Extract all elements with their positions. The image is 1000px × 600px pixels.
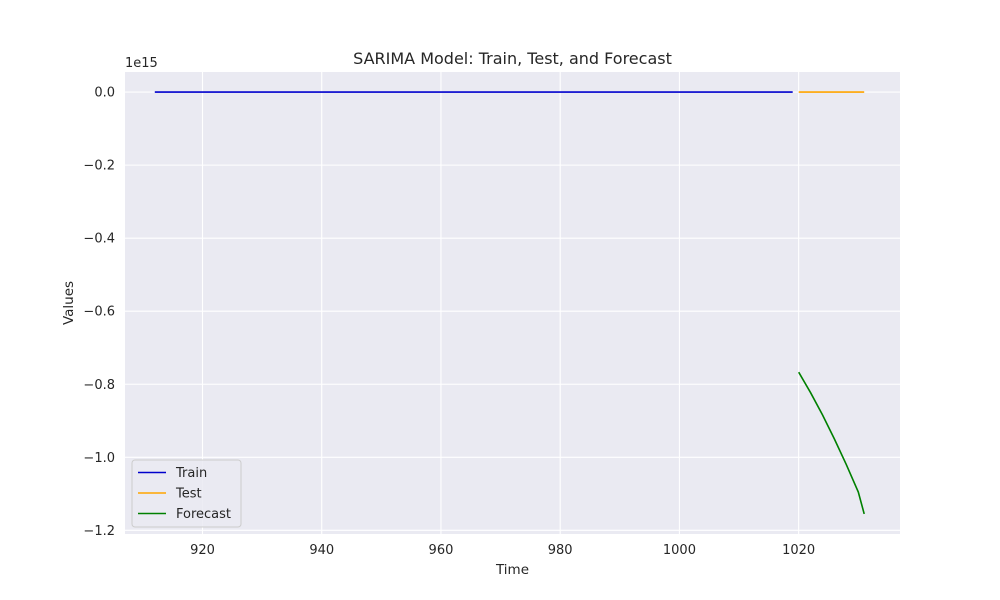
- y-tick-label: −1.0: [83, 451, 115, 466]
- x-axis-label: Time: [495, 562, 529, 578]
- x-tick-label: 1020: [782, 543, 815, 558]
- series-group: [154, 91, 865, 515]
- x-tick-label: 960: [429, 543, 454, 558]
- y-axis-label: Values: [61, 281, 77, 325]
- y-tick-label: 0.0: [94, 86, 115, 101]
- x-tick-label: 980: [548, 543, 573, 558]
- x-tick-label: 920: [190, 543, 215, 558]
- y-tick-label: −0.8: [83, 378, 115, 393]
- x-tick-label: 940: [309, 543, 334, 558]
- y-tick-label: −1.2: [83, 524, 115, 539]
- y-offset-label: 1e15: [125, 56, 158, 71]
- legend-label-test: Test: [175, 487, 202, 502]
- legend-label-forecast: Forecast: [176, 507, 231, 522]
- y-tick-label: −0.2: [83, 159, 115, 174]
- x-tick-label: 1000: [663, 543, 696, 558]
- legend-label-train: Train: [175, 466, 207, 481]
- legend-box: [131, 459, 242, 528]
- y-tick-label: −0.6: [83, 305, 115, 320]
- tick-labels: 920 940 960 980 1000 1020 0.0 −0.2 −0.4 −0.6 −0.8 −…: [83, 86, 815, 558]
- chart-title: SARIMA Model: Train, Test, and Forecast: [353, 49, 672, 68]
- legend: Train Test Forecast: [131, 459, 242, 528]
- series-line-forecast: [798, 371, 865, 515]
- y-tick-label: −0.4: [83, 232, 115, 247]
